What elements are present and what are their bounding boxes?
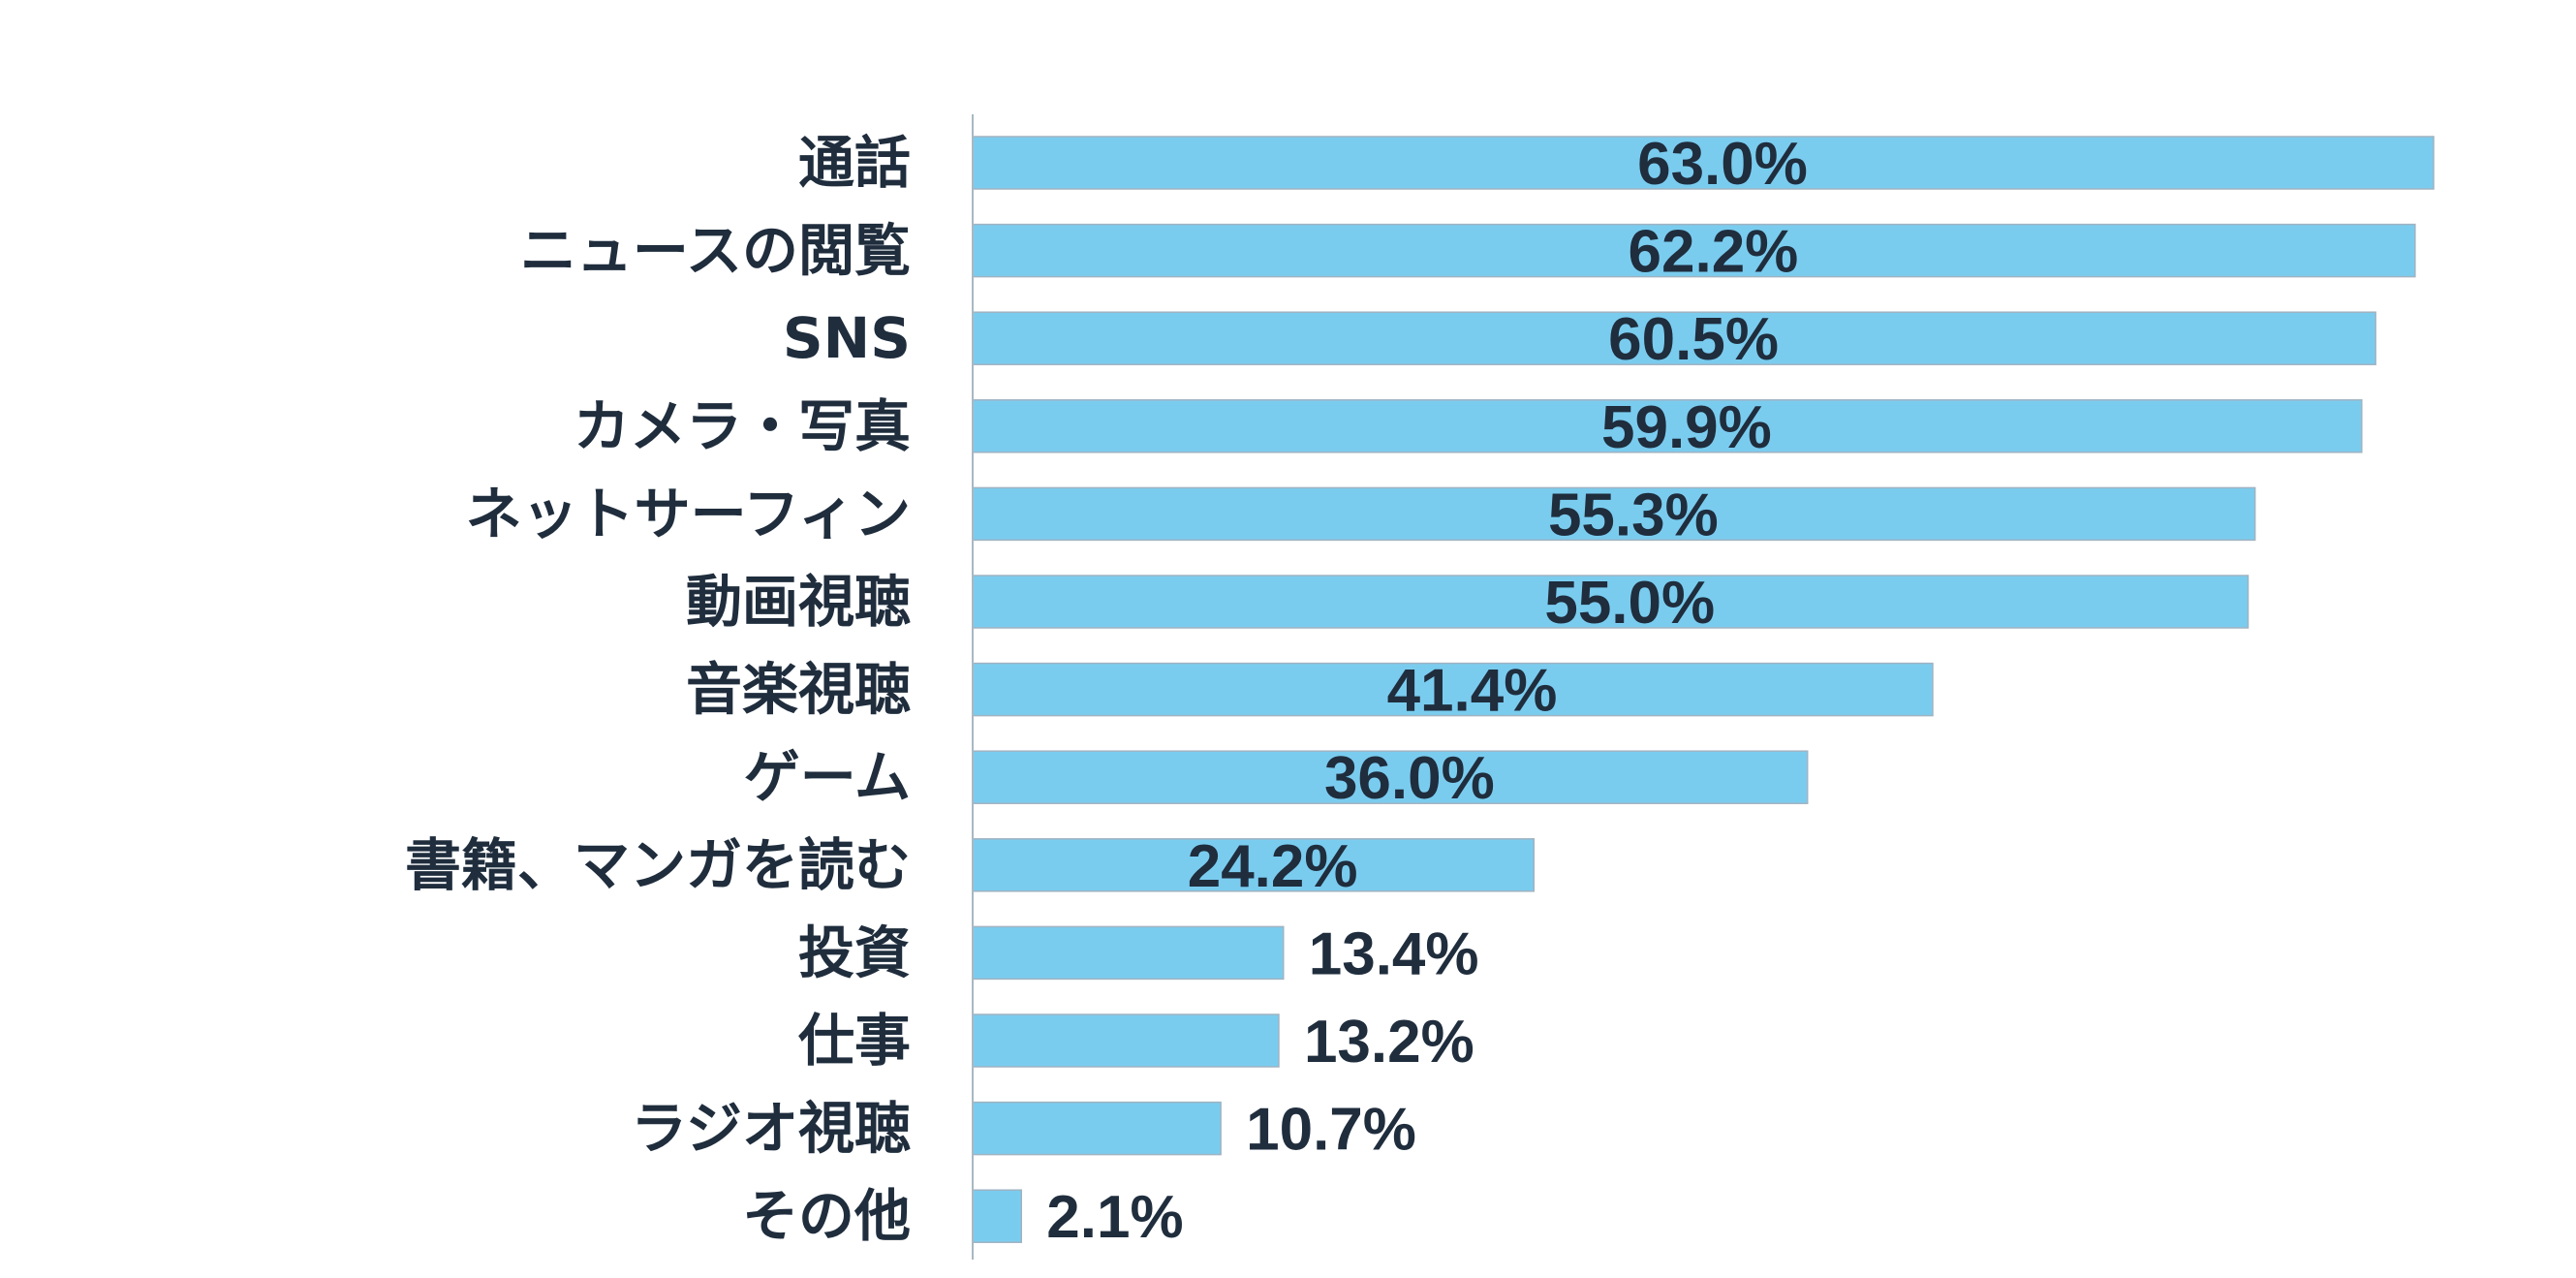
data-label: 55.3% [1548, 482, 1719, 548]
data-label: 62.2% [1629, 219, 1799, 286]
bar [972, 662, 1934, 717]
data-label: 41.4% [1387, 658, 1558, 725]
data-label: 55.0% [1544, 570, 1715, 637]
data-label: 59.9% [1601, 394, 1772, 461]
category-label: 音楽視聴 [686, 657, 911, 723]
bars-layer [972, 136, 2435, 1243]
data-label: 2.1% [1046, 1184, 1183, 1251]
bar [972, 1101, 1222, 1156]
category-label: 通話 [798, 130, 911, 196]
category-label: ネットサーフィン [466, 481, 911, 546]
category-label: ゲーム [744, 744, 911, 810]
bar [972, 136, 2435, 190]
bar [972, 575, 2250, 629]
bar [972, 486, 2256, 542]
data-label: 13.4% [1309, 920, 1479, 987]
data-label: 36.0% [1324, 745, 1495, 812]
data-label: 10.7% [1246, 1097, 1416, 1164]
category-label: 動画視聴 [686, 569, 911, 635]
bar [972, 223, 2416, 278]
data-label: 60.5% [1608, 306, 1779, 373]
category-label: その他 [742, 1183, 911, 1249]
bar [972, 399, 2363, 453]
bar [972, 925, 1285, 981]
bar [972, 311, 2376, 365]
bar [972, 1013, 1280, 1068]
data-label: 24.2% [1188, 833, 1358, 900]
data-label: 63.0% [1637, 131, 1808, 198]
labels-layer: 通話 63.0% ニュースの閲覧 62.2% SNS 60.5% カメラ・写真 59.9% ネッ… [405, 130, 1808, 1251]
category-label: 仕事 [798, 1008, 911, 1074]
category-label: SNS [783, 305, 911, 371]
bar [972, 1189, 1023, 1243]
category-label: カメラ・写真 [574, 393, 911, 459]
category-label: 投資 [798, 920, 911, 985]
data-label: 13.2% [1304, 1009, 1474, 1075]
category-label: 書籍、マンガを読む [405, 832, 911, 898]
category-label: ニュースの閲覧 [520, 218, 911, 284]
category-label: ラジオ視聴 [631, 1096, 911, 1162]
